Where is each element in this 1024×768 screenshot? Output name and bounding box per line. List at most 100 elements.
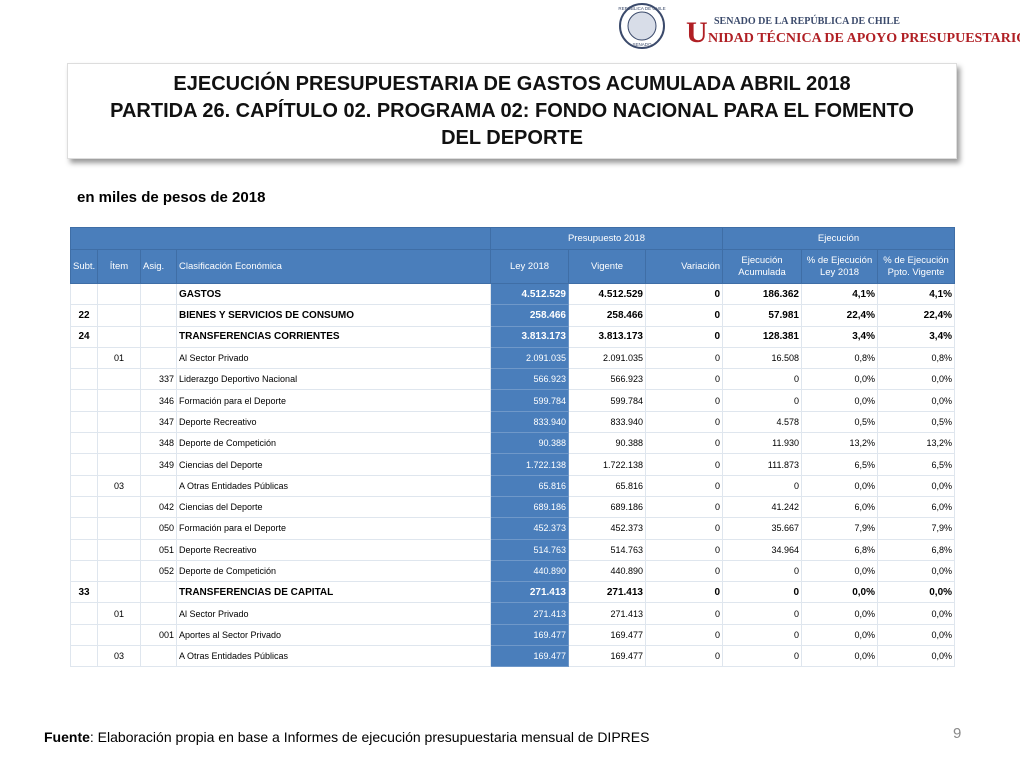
table-cell: 0 [645, 538, 723, 561]
table-cell: 35.667 [722, 517, 802, 540]
table-cell: 4,1% [876, 282, 956, 306]
table-cell: 0,0% [801, 581, 878, 604]
table-cell: 0,8% [876, 346, 956, 370]
table-cell [70, 368, 98, 391]
column-header: Ítem [97, 249, 141, 284]
table-cell [97, 282, 141, 306]
table-cell: Aportes al Sector Privado [176, 623, 491, 647]
table-cell: 0,0% [801, 645, 878, 668]
table-cell [140, 602, 177, 625]
table-row: 042 Ciencias del Deporte 689.186 689.186 0 41… [70, 495, 956, 519]
table-cell: 271.413 [490, 602, 569, 625]
table-cell: 65.816 [568, 474, 646, 497]
table-cell [70, 623, 98, 647]
table-cell: 0 [722, 602, 802, 625]
table-cell [70, 453, 98, 476]
table-cell: 3,4% [876, 325, 956, 348]
table-cell [140, 346, 177, 370]
table-cell: 0 [645, 453, 723, 476]
table-cell: 0 [645, 325, 723, 348]
table-cell: 2.091.035 [568, 346, 646, 370]
table-cell [70, 517, 98, 540]
table-cell [70, 410, 98, 434]
table-cell: 514.763 [568, 538, 646, 561]
table-cell: 03 [97, 645, 141, 668]
table-cell: 0 [722, 474, 802, 497]
table-cell [70, 495, 98, 519]
table-cell [70, 559, 98, 583]
table-row: 346 Formación para el Deporte 599.784 599.7… [70, 389, 956, 412]
table-cell: TRANSFERENCIAS CORRIENTES [176, 325, 491, 348]
column-header: Variación [645, 249, 723, 284]
table-row: 33 TRANSFERENCIAS DE CAPITAL 271.413 271.41… [70, 581, 956, 604]
table-cell: 689.186 [568, 495, 646, 519]
table-cell: TRANSFERENCIAS DE CAPITAL [176, 581, 491, 604]
table-cell: 6,5% [876, 453, 956, 476]
table-cell [140, 645, 177, 668]
table-cell [70, 346, 98, 370]
table-cell: 452.373 [490, 517, 569, 540]
table-cell: 0 [645, 368, 723, 391]
table-cell: 0,5% [876, 410, 956, 434]
header-row: Presupuesto 2018 Ejecución [70, 227, 956, 250]
table-row: 349 Ciencias del Deporte 1.722.138 1.722.13… [70, 453, 956, 476]
table-cell [97, 559, 141, 583]
column-header: Ley 2018 [490, 249, 569, 284]
table-cell [70, 474, 98, 497]
table-cell: 440.890 [490, 559, 569, 583]
table-cell: 6,8% [801, 538, 878, 561]
source-label: Fuente [44, 729, 90, 745]
table-cell: GASTOS [176, 282, 491, 306]
table-cell: 169.477 [568, 623, 646, 647]
table-cell: 271.413 [568, 602, 646, 625]
table-cell: 0,5% [801, 410, 878, 434]
budget-table: Presupuesto 2018 Ejecución Subt. Ítem Asig. C… [70, 227, 956, 668]
table-cell: 689.186 [490, 495, 569, 519]
table-cell: 0,0% [876, 474, 956, 497]
table-cell: 0 [645, 602, 723, 625]
table-cell: 6,5% [801, 453, 878, 476]
logo: REPÚBLICA DE CHILE SENADO SENADO DE LA R… [618, 3, 1020, 49]
table-cell: 169.477 [568, 645, 646, 668]
table-cell: 11.930 [722, 432, 802, 455]
table-cell: 001 [140, 623, 177, 647]
table-cell: 6,0% [801, 495, 878, 519]
org-initial: U [686, 16, 708, 49]
table-cell: 22,4% [801, 304, 878, 327]
table-cell [140, 474, 177, 497]
source-text: : Elaboración propia en base a Informes … [89, 729, 650, 745]
page-number: 9 [953, 725, 962, 742]
table-cell [70, 432, 98, 455]
table-cell: 0,0% [801, 389, 878, 412]
table-cell: 01 [97, 602, 141, 625]
table-row: 050 Formación para el Deporte 452.373 452.3… [70, 517, 956, 540]
table-cell: 3.813.173 [490, 325, 569, 348]
table-cell: 346 [140, 389, 177, 412]
table-row: 337 Liderazgo Deportivo Nacional 566.923 56… [70, 368, 956, 391]
table-cell: Deporte Recreativo [176, 410, 491, 434]
table-cell: 3.813.173 [568, 325, 646, 348]
table-cell: 0,0% [876, 581, 956, 604]
table-cell: 65.816 [490, 474, 569, 497]
table-cell: 271.413 [490, 581, 569, 604]
table-row: 01 Al Sector Privado 2.091.035 2.091.035 0 16… [70, 346, 956, 370]
table-cell: 0 [722, 581, 802, 604]
table-row: 347 Deporte Recreativo 833.940 833.940 0 4.57… [70, 410, 956, 434]
table-cell: A Otras Entidades Públicas [176, 645, 491, 668]
table-cell: 051 [140, 538, 177, 561]
table-cell: 050 [140, 517, 177, 540]
table-cell: 271.413 [568, 581, 646, 604]
table-cell: 1.722.138 [490, 453, 569, 476]
column-header: % de Ejecución Ppto. Vigente [876, 249, 956, 284]
table-cell: 4.578 [722, 410, 802, 434]
table-cell: 1.722.138 [568, 453, 646, 476]
table-cell [140, 581, 177, 604]
column-header: % de Ejecución Ley 2018 [801, 249, 878, 284]
column-header: Subt. [70, 249, 98, 284]
table-cell: Liderazgo Deportivo Nacional [176, 368, 491, 391]
group-header: Presupuesto 2018 [490, 227, 723, 250]
table-cell: 348 [140, 432, 177, 455]
table-cell: 03 [97, 474, 141, 497]
seal-top: REPÚBLICA DE CHILE [618, 5, 665, 11]
table-cell [70, 538, 98, 561]
